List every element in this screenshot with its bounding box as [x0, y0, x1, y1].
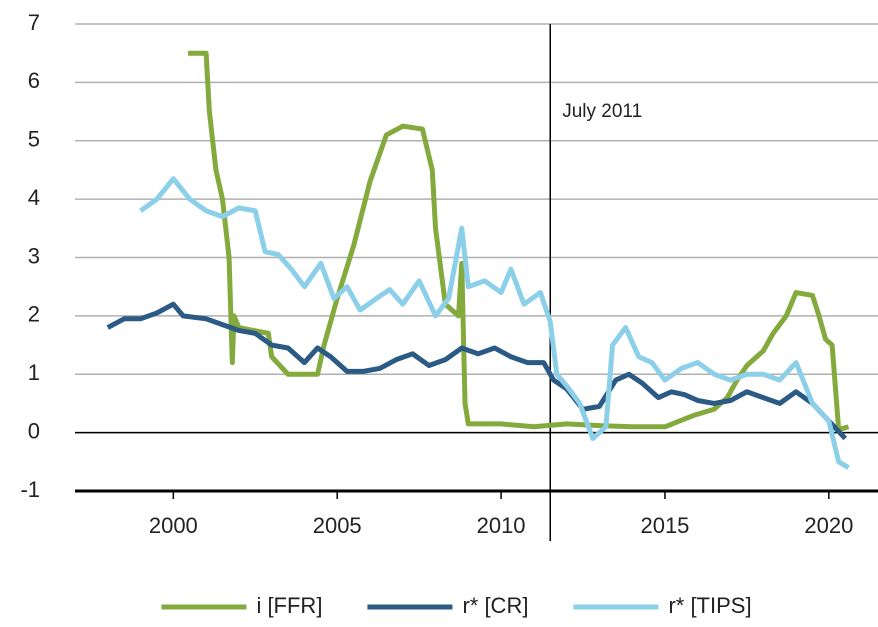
- y-tick-label: 4: [28, 185, 40, 210]
- x-tick-label: 2000: [149, 513, 198, 538]
- y-tick-label: 2: [28, 302, 40, 327]
- y-tick-label: 7: [28, 10, 40, 35]
- y-tick-label: 6: [28, 68, 40, 93]
- series-line: [139, 176, 850, 470]
- legend-label: i [FFR]: [256, 593, 322, 618]
- y-tick-label: 3: [28, 243, 40, 268]
- x-tick-label: 2005: [313, 513, 362, 538]
- series-line: [106, 301, 848, 441]
- legend-label: r* [CR]: [462, 593, 528, 618]
- legend-label: r* [TIPS]: [668, 593, 751, 618]
- x-tick-label: 2015: [640, 513, 689, 538]
- y-tick-label: 5: [28, 127, 40, 152]
- y-tick-label: 1: [28, 360, 40, 385]
- x-tick-label: 2020: [804, 513, 853, 538]
- annotation-text: July 2011: [562, 101, 642, 122]
- y-tick-label: 0: [28, 418, 40, 443]
- x-tick-label: 2010: [477, 513, 526, 538]
- y-tick-label: -1: [20, 477, 40, 502]
- series-line: [188, 50, 850, 433]
